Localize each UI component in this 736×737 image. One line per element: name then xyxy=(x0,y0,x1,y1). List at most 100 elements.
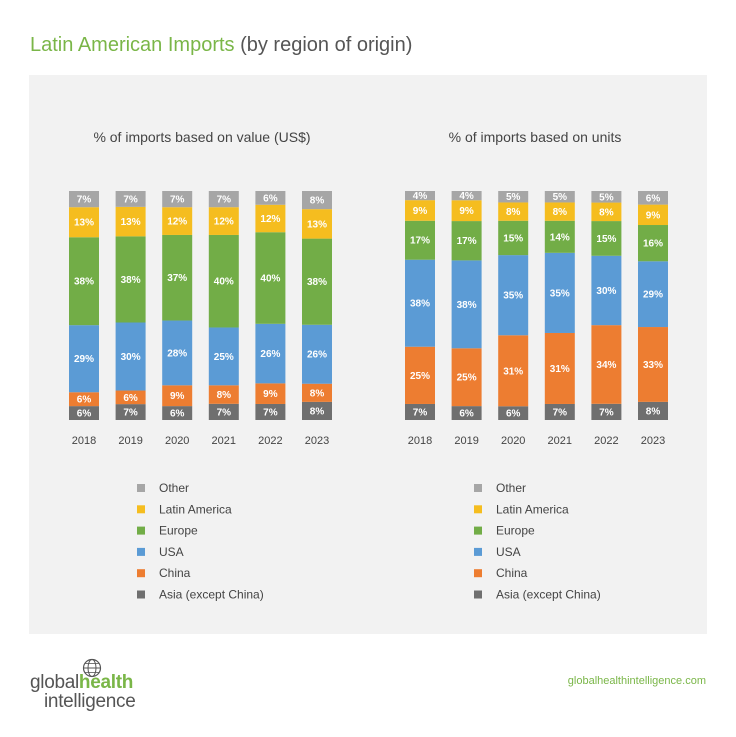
data-label: 7% xyxy=(217,195,232,206)
bar-segment xyxy=(544,220,575,253)
bar-segment xyxy=(302,324,332,384)
data-label: 7% xyxy=(123,408,138,419)
data-label: 4% xyxy=(459,191,474,202)
data-label: 7% xyxy=(599,407,614,418)
data-label: 17% xyxy=(410,236,430,247)
data-label: 8% xyxy=(310,406,325,417)
bar-segment xyxy=(638,261,668,328)
data-label: 25% xyxy=(457,373,477,384)
bar-segment xyxy=(302,209,332,239)
bar-segment xyxy=(208,207,239,235)
data-label: 13% xyxy=(121,217,141,228)
legend-swatch xyxy=(137,569,145,578)
bar-segment xyxy=(638,204,668,226)
data-label: 25% xyxy=(214,352,234,363)
bar-segment xyxy=(162,385,193,407)
data-label: 26% xyxy=(307,350,327,361)
bar-segment xyxy=(115,236,146,323)
legend-label: USA xyxy=(159,545,184,559)
globe-icon xyxy=(82,658,102,678)
bar-segment xyxy=(69,392,99,407)
bar-segment xyxy=(405,200,435,221)
bar-segment xyxy=(115,390,146,405)
charts-svg: % of imports based on value (US$) 6% 6% 29%… xyxy=(69,129,668,602)
data-label: 25% xyxy=(410,371,430,382)
bar-segment xyxy=(498,191,529,203)
data-label: 15% xyxy=(596,234,616,245)
bar-segment xyxy=(544,252,575,333)
bar-segment xyxy=(208,327,239,386)
data-label: 8% xyxy=(310,388,325,399)
x-tick-label: 2021 xyxy=(548,435,572,447)
x-tick-label: 2020 xyxy=(165,435,189,447)
bar-segment xyxy=(255,204,286,233)
data-label: 29% xyxy=(643,290,663,301)
data-label: 9% xyxy=(459,206,474,217)
bar-segment xyxy=(255,403,286,420)
data-label: 7% xyxy=(263,407,278,418)
bar-segment xyxy=(544,403,575,420)
bar-segment xyxy=(208,403,239,420)
bar-segment xyxy=(405,346,435,404)
bar-segment xyxy=(208,191,239,208)
bar-segment xyxy=(591,202,622,222)
legend-label: Other xyxy=(496,481,526,495)
bar-segment xyxy=(162,234,193,321)
data-label: 8% xyxy=(217,390,232,401)
legend-label: Asia (except China) xyxy=(159,588,264,602)
chart-panel: % of imports based on value (US$) 6% 6% 29%… xyxy=(29,75,707,634)
brand-line1: globalhealth xyxy=(30,672,133,694)
bar-segment xyxy=(255,323,286,384)
legend-swatch xyxy=(474,569,482,578)
data-label: 38% xyxy=(410,299,430,310)
data-label: 8% xyxy=(553,207,568,218)
bar-segment xyxy=(255,191,286,205)
title-main: Latin American Imports xyxy=(30,34,235,56)
data-label: 13% xyxy=(307,219,327,230)
data-label: 38% xyxy=(457,300,477,311)
data-label: 5% xyxy=(599,192,614,203)
legend-swatch xyxy=(137,505,145,514)
data-label: 40% xyxy=(214,277,234,288)
bar-segment xyxy=(591,191,622,203)
data-label: 12% xyxy=(260,214,280,225)
data-label: 38% xyxy=(121,275,141,286)
data-label: 6% xyxy=(459,409,474,420)
data-label: 9% xyxy=(263,389,278,400)
bar-segment xyxy=(115,404,146,420)
bar-segment xyxy=(451,260,482,349)
bar-segment xyxy=(498,255,529,336)
data-label: 6% xyxy=(506,409,521,420)
bar-segment xyxy=(451,191,482,201)
legend-swatch xyxy=(474,484,482,492)
bar-segment xyxy=(162,320,193,386)
data-label: 38% xyxy=(307,277,327,288)
bar-segment xyxy=(115,206,146,237)
data-label: 14% xyxy=(550,232,570,243)
data-label: 8% xyxy=(646,406,661,417)
data-label: 35% xyxy=(503,291,523,302)
bar-segment xyxy=(591,255,622,326)
bar-segment xyxy=(638,225,668,262)
bar-segment xyxy=(498,335,529,407)
page-title: Latin American Imports (by region of ori… xyxy=(30,34,412,57)
x-tick-label: 2020 xyxy=(501,435,525,447)
bar-segment xyxy=(451,221,482,261)
data-label: 7% xyxy=(217,407,232,418)
bar-segment xyxy=(302,238,332,325)
data-label: 31% xyxy=(550,364,570,375)
data-label: 6% xyxy=(170,409,185,420)
legend-label: Asia (except China) xyxy=(496,588,601,602)
bar-segment xyxy=(302,401,332,420)
bar-segment xyxy=(255,232,286,324)
bar-segment xyxy=(591,325,622,404)
data-label: 33% xyxy=(643,360,663,371)
data-label: 31% xyxy=(503,366,523,377)
bar-segment xyxy=(638,191,668,205)
x-tick-label: 2023 xyxy=(641,435,665,447)
website-link[interactable]: globalhealthintelligence.com xyxy=(567,675,706,687)
bar-segment xyxy=(498,406,529,420)
data-label: 28% xyxy=(167,348,187,359)
bar-segment xyxy=(591,403,622,420)
bar-segment xyxy=(69,325,99,393)
